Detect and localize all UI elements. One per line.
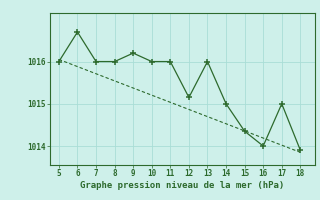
X-axis label: Graphe pression niveau de la mer (hPa): Graphe pression niveau de la mer (hPa)	[80, 181, 284, 190]
